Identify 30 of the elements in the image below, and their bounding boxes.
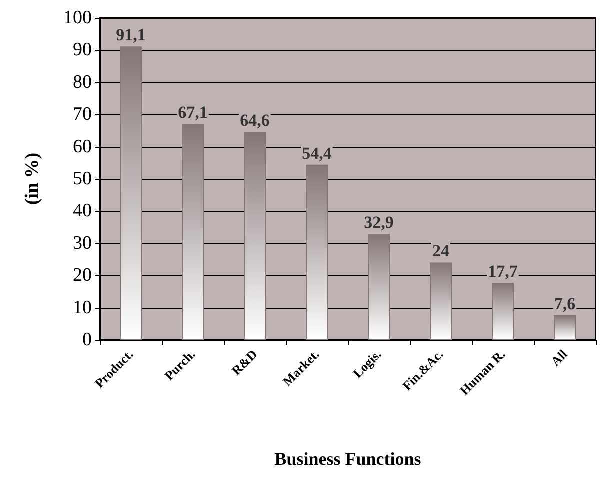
y-tick-label: 20 [73, 265, 92, 286]
x-tick-label: All [548, 346, 571, 370]
y-tick-label: 100 [64, 8, 92, 28]
y-tick-label: 80 [73, 72, 92, 93]
bar [306, 164, 328, 340]
y-tick-label: 10 [73, 297, 92, 318]
y-tick-label: 50 [73, 168, 92, 190]
data-label: 32,9 [364, 213, 394, 232]
data-label: 24 [432, 242, 450, 261]
y-tick-label: 30 [73, 232, 92, 254]
bar [244, 132, 266, 340]
y-tick-label: 60 [73, 136, 92, 158]
y-tick-label: 0 [82, 330, 92, 350]
y-axis-title: (in %) [22, 152, 43, 206]
bar [554, 316, 576, 340]
bar [492, 283, 514, 340]
data-label: 54,4 [302, 144, 332, 163]
x-axis-title: Business Functions [274, 449, 422, 469]
bar [430, 262, 452, 340]
data-label: 67,1 [178, 102, 208, 122]
y-tick-label: 90 [73, 40, 92, 61]
data-label: 64,6 [240, 110, 270, 130]
bar [182, 124, 204, 340]
data-label: 17,7 [488, 262, 518, 282]
data-label: 91,1 [116, 26, 146, 45]
bar [368, 234, 390, 340]
y-tick-label: 40 [73, 200, 92, 222]
y-tick-label: 70 [73, 104, 92, 126]
bar [120, 46, 142, 340]
data-label: 7,6 [554, 294, 576, 314]
